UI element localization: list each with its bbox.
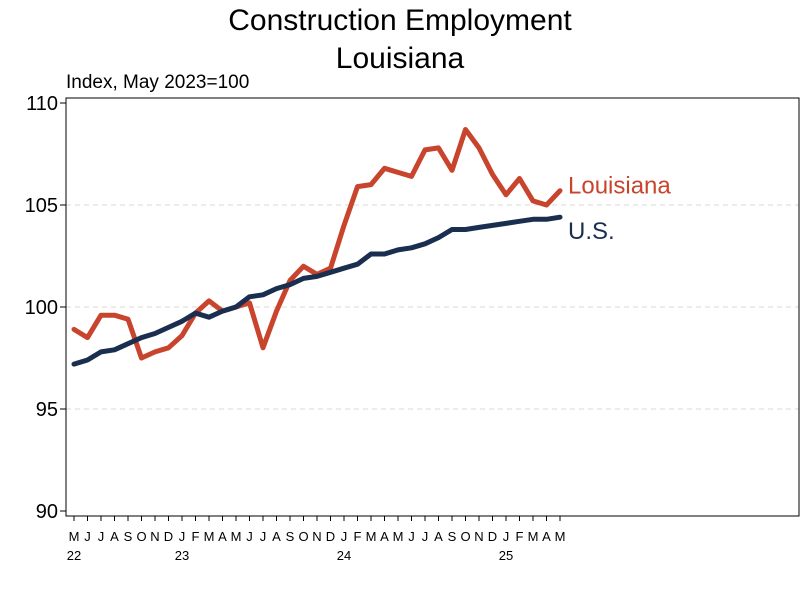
x-tick-label: M [204,529,215,544]
x-tick-label: N [150,529,159,544]
x-tick-label: O [298,529,308,544]
x-tick-label: M [231,529,242,544]
y-tick-label: 90 [36,501,58,523]
y-tick-label: 110 [26,93,58,115]
x-tick-label: F [192,529,200,544]
x-year-label: 25 [499,548,513,563]
x-tick-label: M [528,529,539,544]
x-tick-label: A [272,529,281,544]
x-tick-label: F [354,529,362,544]
x-tick-label: J [98,529,105,544]
x-tick-label: D [326,529,335,544]
x-tick-label: M [555,529,566,544]
x-tick-label: J [503,529,510,544]
x-tick-label: D [164,529,173,544]
x-tick-label: A [380,529,389,544]
x-tick-label: J [246,529,253,544]
x-tick-label: J [179,529,186,544]
y-tick-label: 105 [25,195,58,217]
x-tick-label: O [136,529,146,544]
y-tick-label: 95 [36,399,58,421]
x-tick-label: J [260,529,267,544]
x-tick-label: J [408,529,415,544]
x-tick-label: F [516,529,524,544]
chart-subtitle: Index, May 2023=100 [66,72,249,93]
chart-title-line-1: Construction Employment [228,4,572,37]
x-tick-label: S [124,529,133,544]
chart-title-line-2: Louisiana [336,42,465,75]
x-tick-label: J [341,529,348,544]
x-tick-label: J [84,529,91,544]
x-tick-label: M [366,529,377,544]
x-tick-label: A [434,529,443,544]
x-tick-label: A [218,529,227,544]
series-line-us [71,214,563,367]
x-tick-label: O [460,529,470,544]
x-year-label: 22 [67,548,81,563]
x-tick-label: N [474,529,483,544]
series-label-louisiana: Louisiana [568,173,671,200]
x-tick-label: J [422,529,429,544]
x-tick-label: N [312,529,321,544]
series-layer: Louisiana U.S. [71,127,671,367]
y-axis: 90 95 100 105 110 [25,93,66,523]
y-tick-label: 100 [25,297,58,319]
series-label-us: U.S. [568,218,615,245]
x-year-label: 24 [337,548,351,563]
x-tick-label: S [448,529,457,544]
grid-layer [66,204,799,410]
x-tick-label: A [542,529,551,544]
x-tick-label: M [69,529,80,544]
x-tick-label: D [488,529,497,544]
x-tick-label: A [110,529,119,544]
x-axis: M J J A S O N D J F M A M J J A S O N D J F M A M J J A S O N D J F M A M22 2… [67,516,566,563]
x-tick-label: S [286,529,295,544]
x-tick-label: M [393,529,404,544]
series-line-louisiana [71,127,563,361]
x-year-label: 23 [175,548,189,563]
